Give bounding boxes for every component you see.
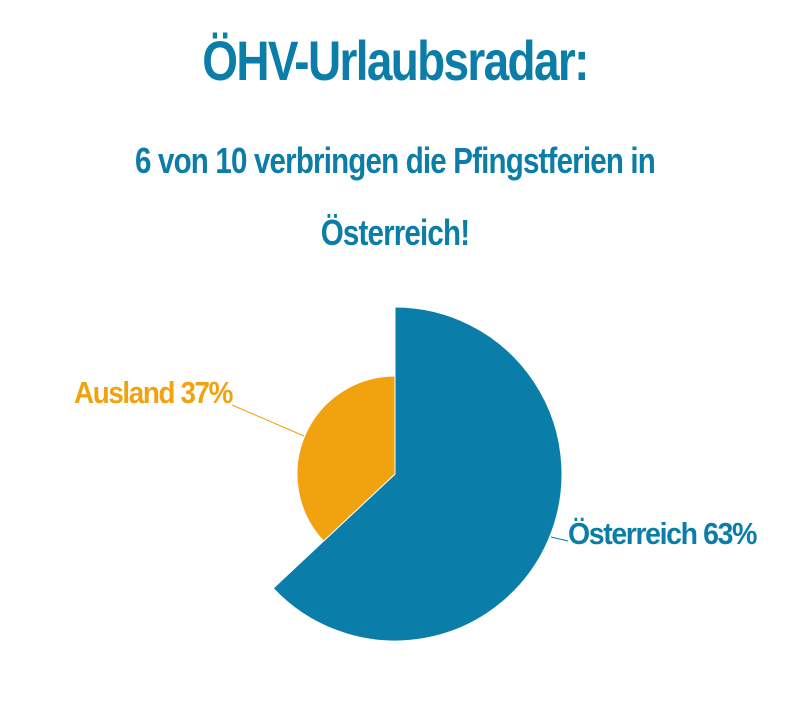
leader-line-oesterreich [550, 536, 569, 542]
pie-slice-ausland[interactable] [296, 375, 396, 542]
data-label-ausland: Ausland 37% [74, 375, 233, 410]
data-label-oesterreich: Österreich 63% [568, 516, 757, 551]
chart-title: ÖHV-Urlaubsradar: [202, 29, 589, 92]
pie-slice-oesterreich[interactable] [272, 306, 563, 642]
leader-line-ausland [231, 404, 305, 437]
chart-subtitle-line2: Österreich! [320, 212, 470, 253]
chart-subtitle-line1: 6 von 10 verbringen die Pfingstferien in [134, 140, 656, 181]
